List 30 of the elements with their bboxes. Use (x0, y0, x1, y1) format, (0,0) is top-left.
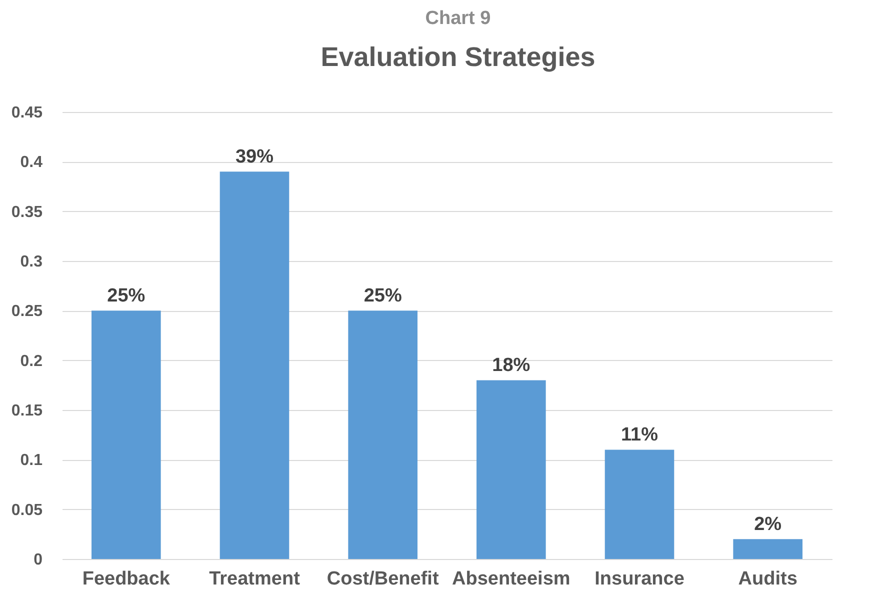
bar (348, 310, 418, 559)
x-tick-label: Insurance (594, 568, 684, 590)
chart-title: Evaluation Strategies (320, 42, 596, 74)
data-label: 25% (364, 286, 402, 307)
y-tick-label: 0.3 (20, 254, 43, 270)
bar (733, 539, 802, 559)
x-tick-label: Feedback (82, 568, 170, 590)
data-label: 25% (107, 286, 146, 307)
y-tick-label: 0.4 (20, 154, 43, 172)
y-tick-label: 0 (34, 552, 43, 568)
x-tick-label: Audits (738, 568, 798, 590)
y-tick-label: 0.25 (11, 303, 43, 320)
data-label: 11% (621, 424, 658, 446)
x-tick-label: Cost/Benefit (326, 568, 440, 590)
bar (92, 310, 161, 559)
x-tick-label: Absenteeism (452, 568, 570, 590)
y-tick-label: 0.15 (11, 402, 43, 420)
y-tick-label: 0.35 (11, 204, 43, 221)
x-tick-label: Treatment (209, 568, 301, 590)
bar (220, 172, 290, 559)
data-label: 39% (235, 146, 274, 168)
data-label: 2% (754, 514, 782, 536)
y-tick-label: 0.1 (20, 452, 43, 470)
y-tick-label: 0.45 (11, 104, 43, 122)
bar (476, 380, 546, 559)
y-tick-label: 0.05 (11, 502, 43, 519)
y-tick-label: 0.2 (20, 352, 43, 370)
data-label: 18% (492, 355, 530, 376)
chart-subtitle: Chart 9 (424, 8, 492, 31)
bar (604, 450, 674, 559)
